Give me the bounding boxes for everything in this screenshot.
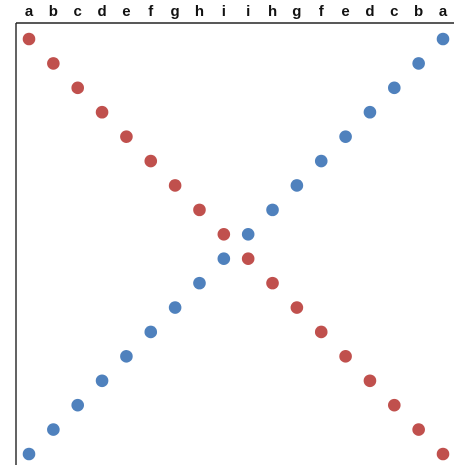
data-point	[144, 325, 158, 339]
data-point	[120, 350, 133, 363]
x-tick-label: b	[49, 3, 58, 20]
data-point	[412, 423, 425, 436]
data-point	[217, 252, 231, 266]
data-point	[193, 276, 206, 290]
data-point	[436, 32, 450, 46]
x-tick-label: a	[25, 3, 34, 20]
data-point	[241, 227, 255, 241]
x-tick-label: c	[390, 3, 398, 20]
x-tick-label: h	[268, 3, 277, 20]
data-point	[168, 301, 182, 314]
data-point	[95, 374, 109, 388]
x-tick-label: i	[222, 3, 226, 20]
data-point	[22, 32, 36, 46]
data-point	[363, 374, 377, 388]
data-point	[193, 203, 206, 217]
data-point	[120, 130, 133, 143]
data-point	[266, 203, 279, 217]
data-point	[47, 57, 60, 70]
data-points	[22, 32, 450, 461]
series-0	[22, 32, 450, 461]
x-tick-label: c	[74, 3, 82, 20]
data-point	[241, 252, 255, 266]
data-point	[168, 179, 182, 192]
x-tick-label: g	[171, 3, 180, 20]
data-point	[339, 350, 352, 363]
data-point	[387, 81, 401, 95]
x-tick-label: a	[439, 3, 448, 20]
data-point	[71, 398, 85, 412]
x-tick-label: e	[122, 3, 130, 20]
x-tick-label: g	[292, 3, 301, 20]
data-point	[412, 57, 425, 70]
data-point	[290, 179, 304, 192]
x-tick-label: i	[246, 3, 250, 20]
data-point	[217, 227, 231, 241]
data-point	[95, 105, 109, 119]
x-tick-label: d	[97, 3, 106, 20]
data-point	[339, 130, 352, 143]
data-point	[144, 154, 158, 168]
data-point	[387, 398, 401, 412]
x-tick-label: e	[341, 3, 349, 20]
plot-frame	[15, 22, 454, 465]
data-point	[266, 276, 279, 290]
x-tick-label: d	[365, 3, 374, 20]
data-point	[22, 447, 36, 461]
data-point	[363, 105, 377, 119]
data-point	[314, 325, 328, 339]
data-point	[47, 423, 60, 436]
data-point	[436, 447, 450, 461]
x-tick-label: h	[195, 3, 204, 20]
data-point	[290, 301, 304, 314]
series-1	[22, 32, 450, 461]
data-point	[71, 81, 85, 95]
x-tick-label: f	[148, 3, 154, 20]
data-point	[314, 154, 328, 168]
x-tick-label: f	[319, 3, 325, 20]
x-tick-label: b	[414, 3, 423, 20]
